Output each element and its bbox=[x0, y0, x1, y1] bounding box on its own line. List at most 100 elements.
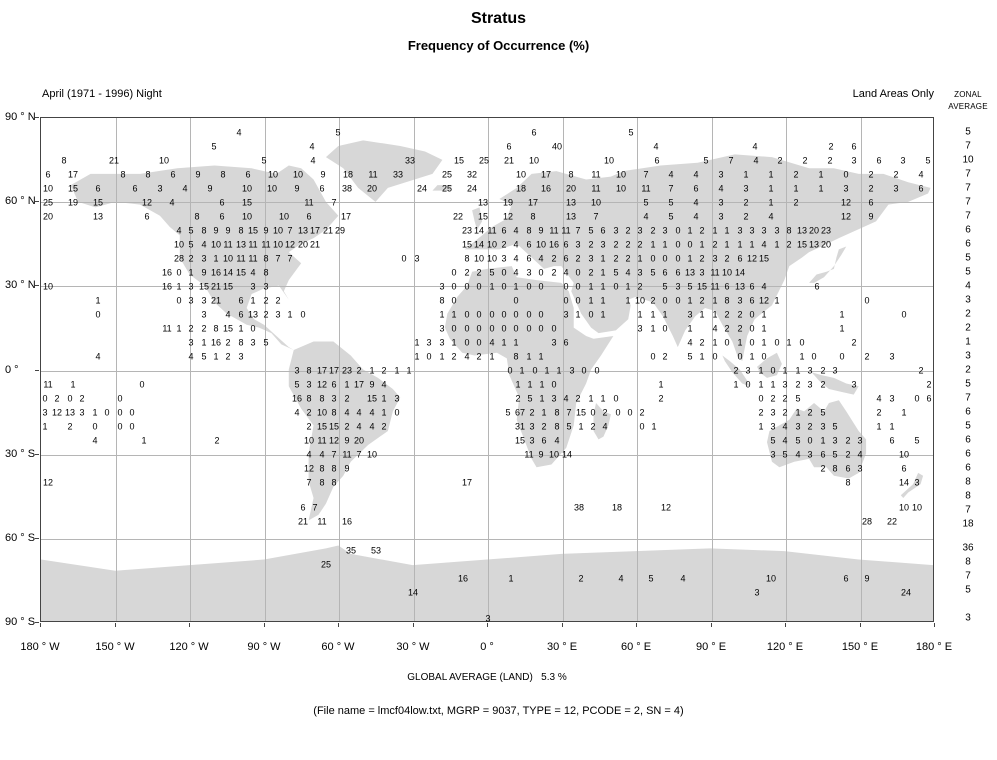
grid-value: 5 bbox=[628, 127, 634, 138]
grid-value: 10 bbox=[173, 239, 185, 250]
zonal-average-value: 8 bbox=[965, 476, 971, 488]
grid-value: 0 bbox=[864, 295, 870, 306]
grid-value: 3 bbox=[851, 379, 857, 390]
grid-value: 2 bbox=[724, 323, 730, 334]
grid-value: 2 bbox=[344, 393, 350, 404]
grid-value: 0 bbox=[551, 323, 557, 334]
grid-value: 3 bbox=[588, 253, 594, 264]
grid-value: 4 bbox=[381, 379, 387, 390]
grid-value: 5 bbox=[668, 197, 674, 208]
grid-value: 15 bbox=[477, 211, 489, 222]
grid-value: 3 bbox=[613, 225, 619, 236]
zonal-average-value: 5 bbox=[965, 584, 971, 596]
grid-value: 6 bbox=[868, 197, 874, 208]
zonal-average-value: 7 bbox=[965, 570, 971, 582]
grid-value: 0 bbox=[687, 239, 693, 250]
grid-value: 10 bbox=[241, 183, 253, 194]
grid-value: 13 bbox=[247, 309, 259, 320]
grid-value: 3 bbox=[795, 421, 801, 432]
grid-value: 6 bbox=[501, 225, 507, 236]
grid-value: 1 bbox=[743, 169, 749, 180]
grid-value: 2 bbox=[828, 141, 834, 152]
grid-value: 16 bbox=[210, 267, 222, 278]
grid-value: 5 bbox=[668, 211, 674, 222]
grid-value: 6 bbox=[600, 225, 606, 236]
grid-value: 0 bbox=[513, 309, 519, 320]
grid-value: 15 bbox=[796, 239, 808, 250]
grid-value: 6 bbox=[889, 435, 895, 446]
grid-value: 0 bbox=[401, 253, 407, 264]
grid-value: 6 bbox=[563, 337, 569, 348]
grid-value: 21 bbox=[503, 155, 515, 166]
grid-value: 1 bbox=[737, 239, 743, 250]
zonal-average-value: 5 bbox=[965, 378, 971, 390]
grid-value: 0 bbox=[615, 407, 621, 418]
grid-value: 8 bbox=[306, 393, 312, 404]
grid-value: 1 bbox=[662, 239, 668, 250]
grid-value: 4 bbox=[761, 281, 767, 292]
grid-value: 0 bbox=[581, 365, 587, 376]
grid-value: 1 bbox=[369, 365, 375, 376]
grid-value: 6 bbox=[820, 449, 826, 460]
grid-value: 3 bbox=[900, 155, 906, 166]
grid-value: 8 bbox=[319, 463, 325, 474]
grid-value: 1 bbox=[600, 281, 606, 292]
grid-value: 2 bbox=[845, 449, 851, 460]
grid-value: 3 bbox=[306, 379, 312, 390]
grid-value: 2 bbox=[225, 337, 231, 348]
grid-value: 53 bbox=[370, 545, 382, 556]
grid-value: 2 bbox=[637, 239, 643, 250]
grid-value: 5 bbox=[188, 225, 194, 236]
grid-value: 0 bbox=[426, 351, 432, 362]
grid-value: 1 bbox=[687, 323, 693, 334]
grid-value: 5 bbox=[643, 197, 649, 208]
grid-value: 14 bbox=[473, 239, 485, 250]
grid-value: 8 bbox=[263, 267, 269, 278]
grid-value: 1 bbox=[650, 239, 656, 250]
grid-value: 11 bbox=[591, 169, 601, 180]
gridline-vertical bbox=[265, 118, 266, 621]
grid-value: 2 bbox=[699, 295, 705, 306]
grid-value: 2 bbox=[743, 211, 749, 222]
grid-value: 3 bbox=[749, 225, 755, 236]
grid-value: 13 bbox=[808, 239, 820, 250]
grid-value: 10 bbox=[278, 211, 290, 222]
grid-value: 0 bbox=[526, 323, 532, 334]
grid-value: 6 bbox=[219, 211, 225, 222]
grid-value: 1 bbox=[687, 253, 693, 264]
grid-value: 16 bbox=[161, 281, 173, 292]
grid-value: 1 bbox=[768, 169, 774, 180]
grid-value: 2 bbox=[541, 421, 547, 432]
grid-value: 10 bbox=[292, 169, 304, 180]
grid-value: 1 bbox=[541, 407, 547, 418]
grid-value: 2 bbox=[356, 365, 362, 376]
grid-value: 2 bbox=[529, 407, 535, 418]
grid-value: 2 bbox=[662, 351, 668, 362]
grid-value: 2 bbox=[724, 309, 730, 320]
grid-value: 12 bbox=[284, 239, 296, 250]
island-new-zealand bbox=[900, 472, 924, 499]
grid-value: 14 bbox=[898, 477, 910, 488]
grid-value: 5 bbox=[294, 379, 300, 390]
grid-value: 1 bbox=[712, 225, 718, 236]
grid-value: 16 bbox=[341, 516, 353, 527]
grid-value: 0 bbox=[749, 337, 755, 348]
grid-value: 7 bbox=[287, 253, 293, 264]
grid-value: 15 bbox=[461, 239, 473, 250]
grid-value: 5 bbox=[832, 421, 838, 432]
grid-value: 8 bbox=[201, 225, 207, 236]
grid-value: 38 bbox=[573, 502, 585, 513]
grid-value: 2 bbox=[786, 239, 792, 250]
file-info: (File name = lmcf04low.txt, MGRP = 9037,… bbox=[313, 705, 684, 717]
grid-value: 0 bbox=[914, 393, 920, 404]
grid-value: 3 bbox=[42, 407, 48, 418]
zonal-average-value: 1 bbox=[965, 336, 971, 348]
grid-value: 4 bbox=[693, 169, 699, 180]
grid-value: 25 bbox=[478, 155, 490, 166]
grid-value: 1 bbox=[515, 379, 521, 390]
gridline-horizontal bbox=[41, 371, 933, 372]
grid-value: 7 bbox=[287, 225, 293, 236]
grid-value: 15 bbox=[366, 393, 378, 404]
